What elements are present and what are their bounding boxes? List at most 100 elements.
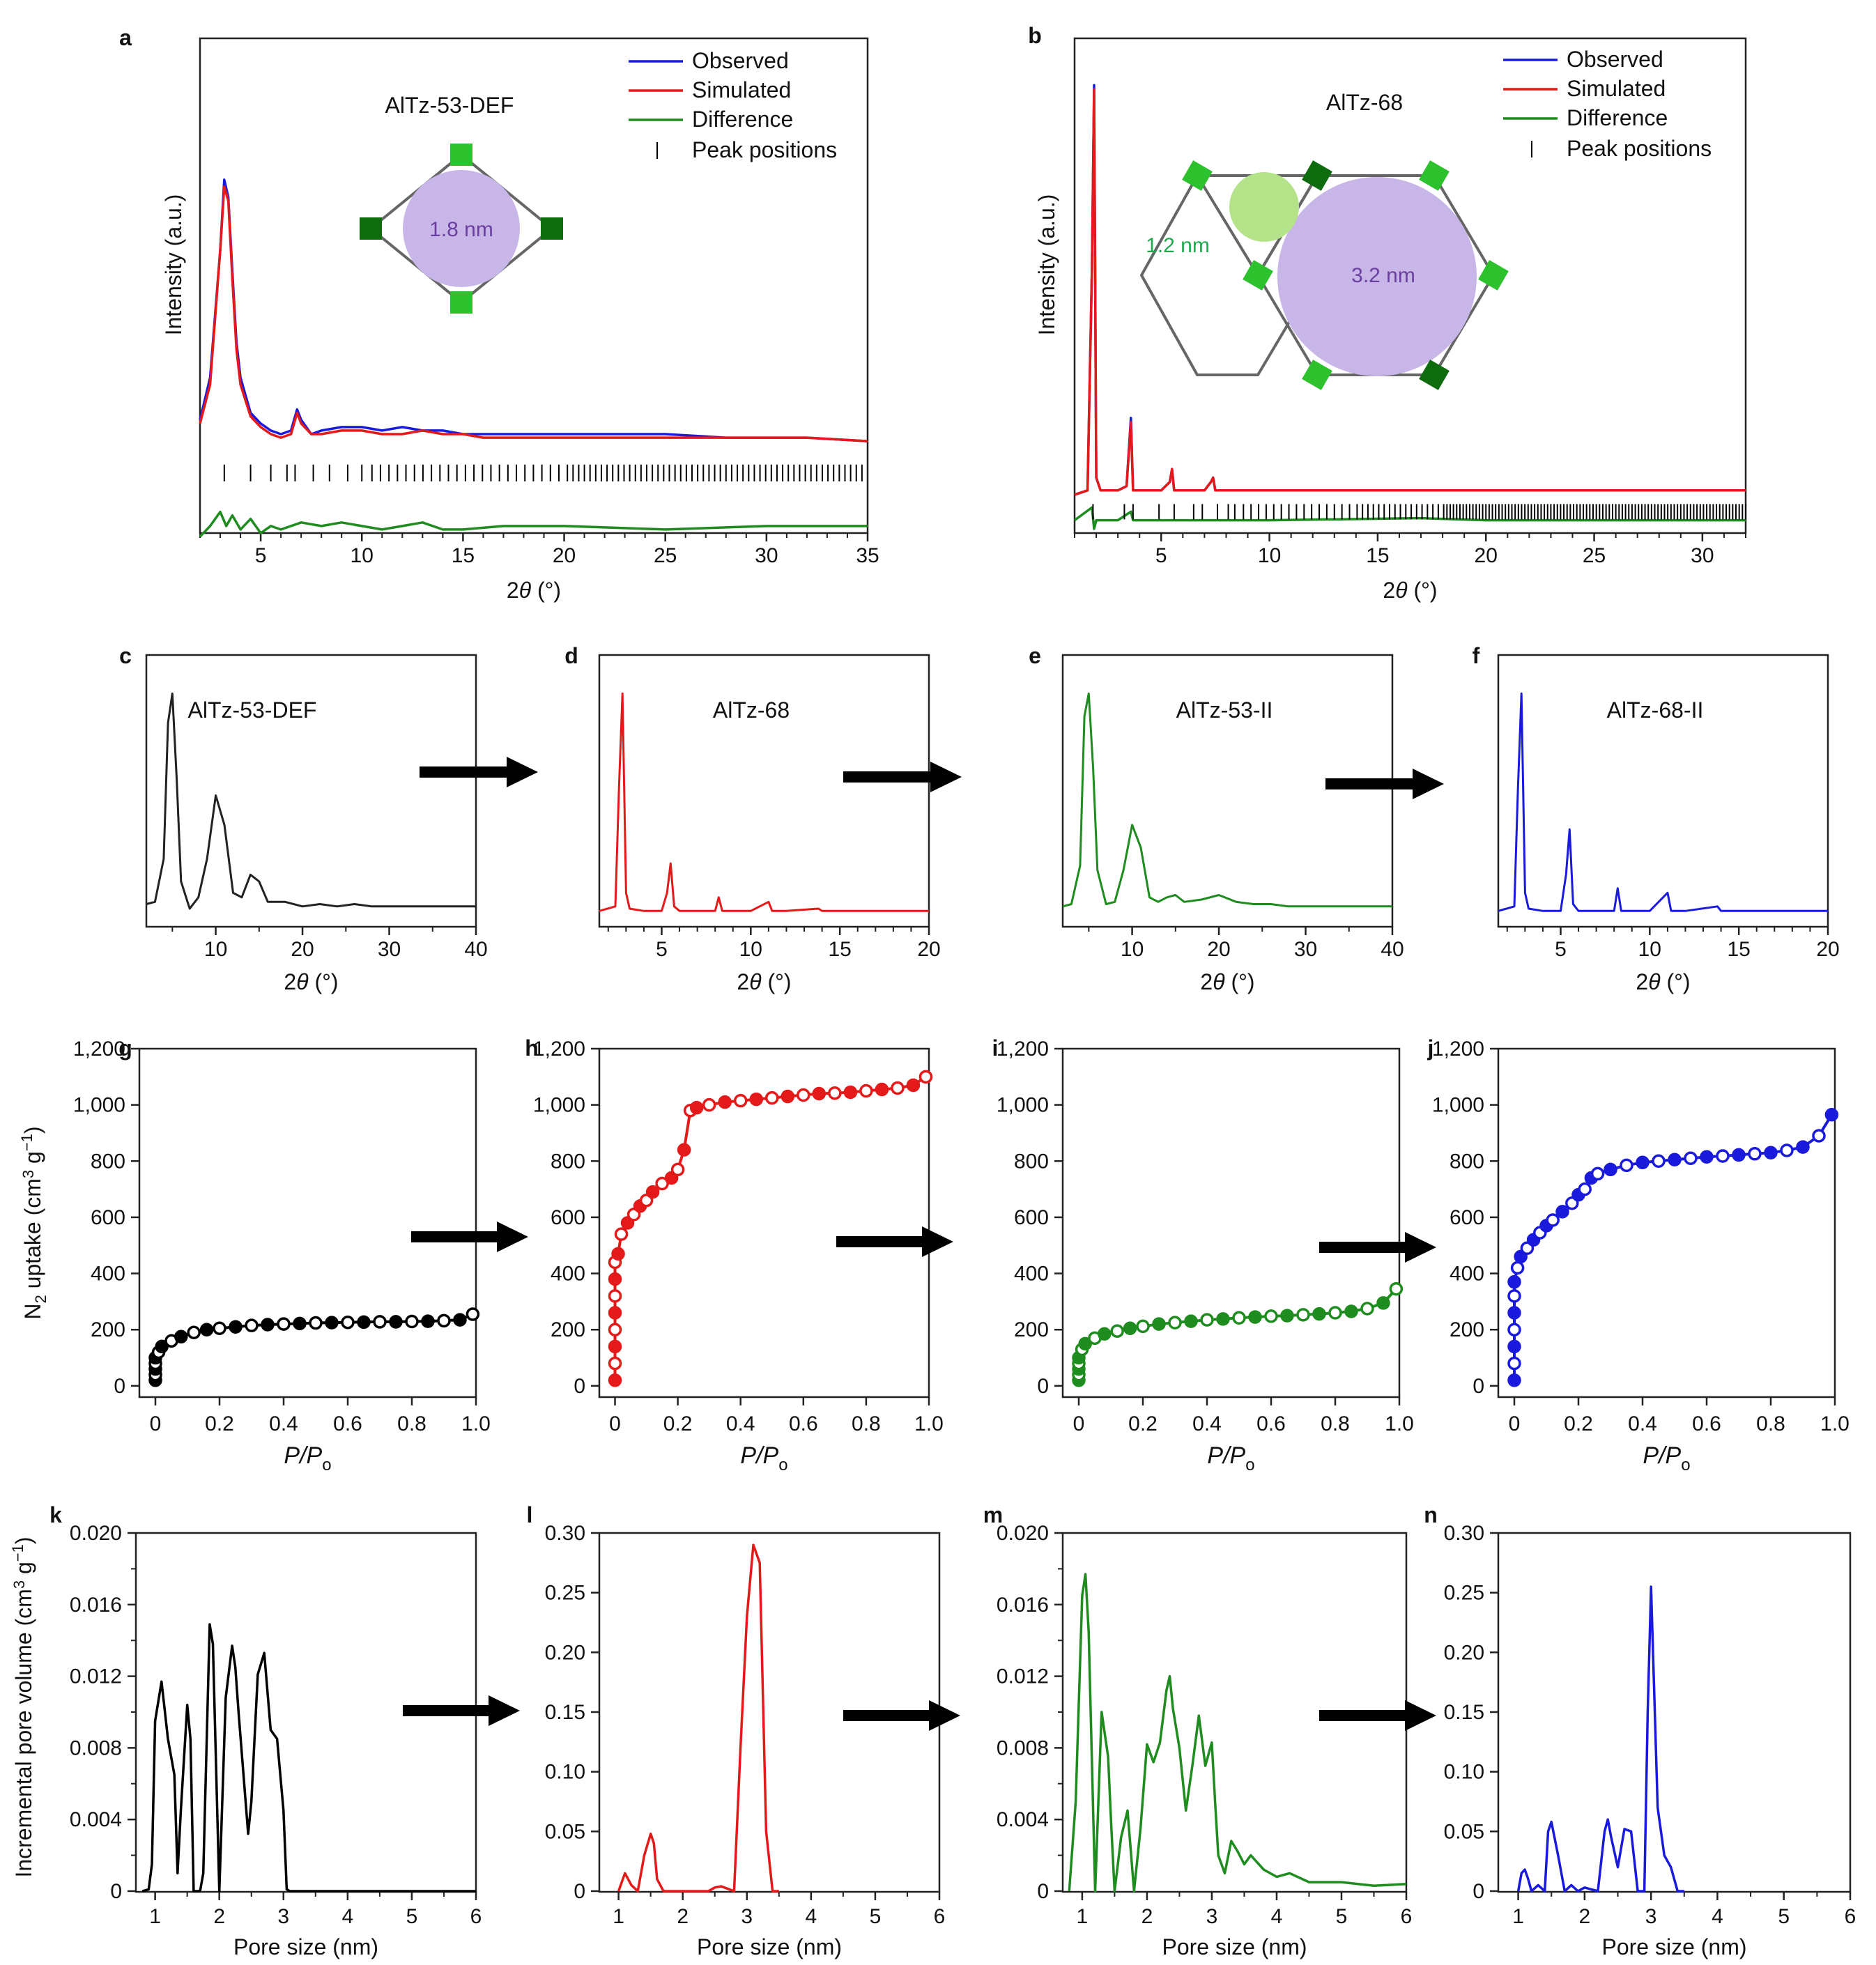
x-tick-label: 25 (1583, 544, 1606, 567)
panel-f: f 5 10 15 20 2θ (°) AlTz-68-II (1473, 643, 1840, 994)
y-axis-label: Intensity (a.u.) (1034, 194, 1059, 336)
y-tick-label: 600 (1014, 1206, 1049, 1229)
x-tick-label: 15 (1366, 544, 1389, 567)
data-point (670, 1162, 685, 1177)
y-tick-label: 0.10 (545, 1761, 585, 1784)
y-tick-label: 1,000 (1432, 1094, 1484, 1117)
arrow-icon (1319, 1700, 1436, 1731)
plot-frame (1061, 1047, 1401, 1398)
x-tick-label: 20 (1475, 544, 1498, 567)
x-tick-label: 5 (406, 1905, 418, 1928)
y-tick-label: 0.020 (997, 1522, 1049, 1545)
data-point (1604, 1162, 1617, 1177)
data-point (1360, 1302, 1374, 1316)
x-axis-label: 2θ (°) (1636, 969, 1690, 994)
small-pore-sphere (1229, 172, 1299, 242)
data-point (608, 1356, 622, 1371)
data-point (1700, 1150, 1714, 1164)
y-tick-label: 0.016 (997, 1594, 1049, 1617)
node-icon (1182, 160, 1213, 191)
node-icon (360, 217, 382, 240)
x-axis-label: Pore size (nm) (697, 1934, 842, 1959)
panel-a: a 5 10 15 20 25 30 35 2θ (°) Intensity (a.u.) Obse… (119, 25, 879, 603)
data-point (309, 1316, 323, 1330)
x-tick-label: 15 (452, 544, 475, 567)
x-tick-label: 20 (1816, 938, 1839, 961)
data-point (702, 1097, 716, 1112)
x-tick-label: 1 (1512, 1905, 1524, 1928)
data-point (229, 1320, 243, 1334)
data-point (1376, 1296, 1390, 1310)
legend-label: Difference (1567, 105, 1668, 130)
data-point (453, 1313, 467, 1327)
y-tick-label: 1,200 (533, 1038, 585, 1061)
data-point (1280, 1309, 1294, 1323)
y-tick-label: 0 (1473, 1375, 1484, 1398)
y-tick-label: 0 (1473, 1880, 1484, 1903)
x-tick-label: 6 (934, 1905, 946, 1928)
data-point (277, 1317, 291, 1331)
x-axis-label: Pore size (nm) (1601, 1934, 1746, 1959)
data-point (891, 1081, 905, 1095)
data-point (174, 1330, 188, 1344)
panel-letter: d (564, 643, 578, 668)
arrow-icon (1319, 1232, 1436, 1263)
arrow-icon (411, 1222, 528, 1252)
x-tick-label: 0 (150, 1412, 162, 1435)
y-tick-label: 0.004 (70, 1808, 122, 1831)
panel-n: n 1 2 3 4 5 6 Pore size (nm) 0 0.05 0.10 0.15 0.20 0.… (1424, 1502, 1856, 1959)
data-point (765, 1091, 779, 1105)
plot-frame (598, 1047, 930, 1398)
data-point (1507, 1274, 1521, 1289)
data-point (843, 1085, 858, 1100)
data-point (389, 1315, 403, 1329)
y-tick-label: 1,200 (73, 1038, 125, 1061)
x-tick-label: 10 (1258, 544, 1281, 567)
inset-label: AlTz-68 (1326, 90, 1403, 115)
data-point (261, 1318, 275, 1332)
data-point (1620, 1158, 1633, 1173)
x-tick-label: 30 (1691, 544, 1714, 567)
data-point (718, 1095, 732, 1109)
data-point (373, 1315, 387, 1329)
x-tick-label: 3 (277, 1905, 289, 1928)
y-tick-label: 0 (1037, 1880, 1049, 1903)
data-point (608, 1289, 622, 1303)
y-tick-label: 0.20 (545, 1641, 585, 1664)
x-tick-label: 0.8 (397, 1412, 426, 1435)
data-point (1578, 1182, 1592, 1196)
x-tick-label: 1.0 (461, 1412, 491, 1435)
x-tick-label: 4 (1712, 1905, 1723, 1928)
x-tick-label: 6 (470, 1905, 482, 1928)
pore-sphere (403, 170, 520, 287)
panel-k: k 1 2 3 4 5 6 Pore size (nm) 0 0.004 0.008 0.012 0.0… (9, 1502, 482, 1959)
large-pore-sphere (1277, 177, 1477, 376)
data-point (1668, 1153, 1682, 1167)
panel-letter: c (119, 643, 132, 668)
x-tick-label: 5 (870, 1905, 882, 1928)
x-axis-label: 2θ (°) (1200, 969, 1254, 994)
x-tick-label: 6 (1845, 1905, 1856, 1928)
y-tick-label: 0.016 (70, 1594, 122, 1617)
y-tick-label: 200 (91, 1318, 125, 1341)
plot-frame (199, 37, 869, 534)
x-tick-label: 20 (1207, 938, 1230, 961)
y-tick-label: 1,000 (997, 1094, 1049, 1117)
x-tick-label: 0.2 (205, 1412, 234, 1435)
data-point (1168, 1316, 1182, 1330)
data-point (1296, 1308, 1310, 1322)
panel-e: e 10 20 30 40 2θ (°) AlTz-53-II (1029, 643, 1404, 994)
data-point (1098, 1327, 1112, 1341)
y-tick-label: 600 (551, 1206, 585, 1229)
plot-frame (1497, 1047, 1836, 1398)
data-point (1812, 1129, 1826, 1143)
y-tick-label: 400 (91, 1263, 125, 1286)
panel-letter: i (992, 1035, 999, 1061)
data-point (1732, 1148, 1746, 1162)
x-axis-label: P/Po (740, 1442, 787, 1474)
x-tick-label: 0.8 (1321, 1412, 1350, 1435)
data-point (405, 1314, 419, 1329)
x-tick-label: 10 (1638, 938, 1661, 961)
legend-label: Observed (1567, 47, 1663, 72)
data-point (1328, 1306, 1342, 1320)
